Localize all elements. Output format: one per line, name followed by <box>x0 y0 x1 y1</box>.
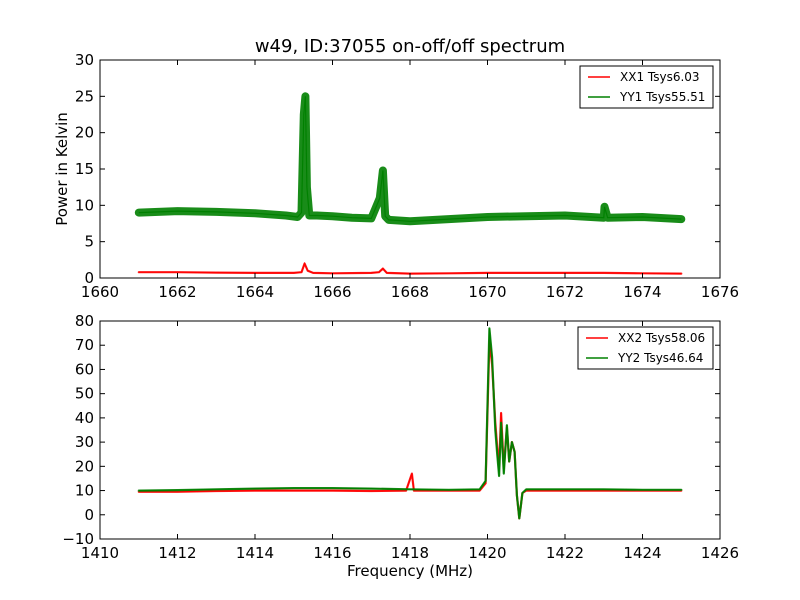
bottom-x-tick-label: 1422 <box>546 544 584 562</box>
bottom-y-tick-label: 40 <box>75 409 94 427</box>
bottom-legend-label-2: YY2 Tsys46.64 <box>617 351 703 365</box>
top-x-tick-label: 1662 <box>158 283 196 301</box>
top-x-tick-label: 1674 <box>623 283 661 301</box>
top-x-tick-label: 1666 <box>313 283 351 301</box>
top-plot-area: 1660 1662 1664 1666 1668 1670 1672 1674 1676 0 5 10… <box>75 51 739 301</box>
top-y-tick-label: 25 <box>75 87 94 105</box>
bottom-x-tick-label: 1414 <box>236 544 274 562</box>
bottom-series-layer <box>137 327 683 520</box>
top-series-line-1 <box>138 261 682 275</box>
top-y-tick-label: 10 <box>75 196 94 214</box>
top-x-tick-label: 1676 <box>701 283 739 301</box>
bottom-y-tick-label: 20 <box>75 457 94 475</box>
top-x-tick-label: 1670 <box>468 283 506 301</box>
top-legend-label-2: YY1 Tsys55.51 <box>619 90 705 104</box>
bottom-y-tick-label: 60 <box>75 360 94 378</box>
bottom-x-tick-label: 1420 <box>468 544 506 562</box>
top-series-layer <box>134 92 686 275</box>
bottom-panel: Frequency (MHz) 1410 1412 1414 1416 1418 1420… <box>62 312 739 580</box>
bottom-legend-box <box>577 326 714 370</box>
bottom-y-tick-label: 70 <box>75 336 94 354</box>
bottom-y-tick-label: 80 <box>75 312 94 330</box>
bottom-y-tick-label: 10 <box>75 482 94 500</box>
bottom-x-tick-label: 1412 <box>158 544 196 562</box>
top-y-tick-label: 15 <box>75 160 94 178</box>
top-x-tick-label: 1660 <box>81 283 119 301</box>
top-y-tick-label: 5 <box>84 233 94 251</box>
top-series-line-2 <box>138 96 682 222</box>
top-panel: w49, ID:37055 on-off/off spectrum Power … <box>53 36 739 301</box>
bottom-plot-area: 1410 1412 1414 1416 1418 1420 1422 1424 1426 −10 0… <box>62 312 739 562</box>
top-y-tick-label: 30 <box>75 51 94 69</box>
top-x-tick-label: 1672 <box>546 283 584 301</box>
top-y-tick-label: 0 <box>84 269 94 287</box>
bottom-x-tick-label: 1426 <box>701 544 739 562</box>
bottom-y-tick-label: −10 <box>62 530 94 548</box>
bottom-y-tick-label: 30 <box>75 433 94 451</box>
bottom-x-tick-label: 1418 <box>391 544 429 562</box>
bottom-x-tick-label: 1410 <box>81 544 119 562</box>
top-legend-label-1: XX1 Tsys6.03 <box>620 70 700 84</box>
top-legend-box <box>579 65 714 109</box>
bottom-y-tick-label: 0 <box>84 506 94 524</box>
top-y-tick-label: 20 <box>75 124 94 142</box>
top-y-axis-label: Power in Kelvin <box>53 112 71 226</box>
bottom-x-tick-label: 1424 <box>623 544 661 562</box>
top-x-tick-label: 1664 <box>236 283 274 301</box>
top-legend: XX1 Tsys6.03 YY1 Tsys55.51 <box>579 65 714 109</box>
bottom-x-tick-label: 1416 <box>313 544 351 562</box>
top-x-tick-label: 1668 <box>391 283 429 301</box>
bottom-legend: XX2 Tsys58.06 YY2 Tsys46.64 <box>577 326 714 370</box>
bottom-legend-label-1: XX2 Tsys58.06 <box>618 331 705 345</box>
bottom-x-axis-label: Frequency (MHz) <box>347 562 473 580</box>
bottom-series-line-2 <box>138 328 682 519</box>
chart-title: w49, ID:37055 on-off/off spectrum <box>255 36 565 57</box>
bottom-y-tick-label: 50 <box>75 385 94 403</box>
